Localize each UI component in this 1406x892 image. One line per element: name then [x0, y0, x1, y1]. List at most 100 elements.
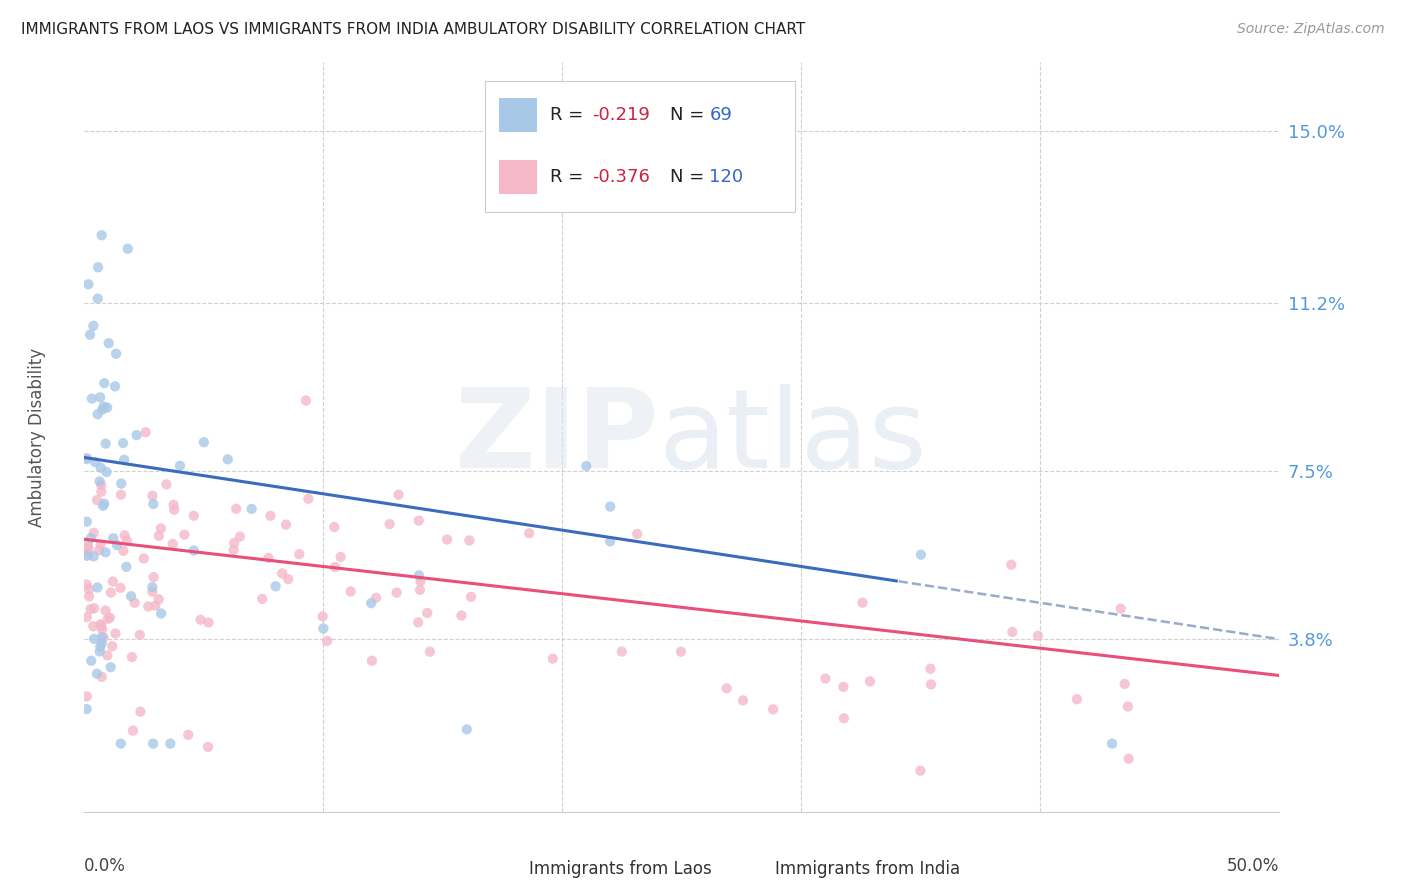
Point: [96, 465, 118, 479]
Point: [436, 533, 458, 547]
Point: [120, 589, 142, 603]
Point: [90, 484, 112, 499]
Point: [360, 596, 382, 610]
Point: [76, 702, 98, 716]
Point: [1001, 625, 1024, 640]
Point: [141, 489, 163, 503]
Point: [610, 644, 633, 658]
Point: [851, 596, 873, 610]
Text: Immigrants from Laos: Immigrants from Laos: [529, 861, 711, 879]
Point: [96, 401, 118, 415]
Point: [626, 527, 648, 541]
Point: [419, 645, 441, 659]
Point: [183, 543, 205, 558]
Point: [90, 637, 112, 651]
Point: [145, 599, 167, 613]
Point: [77, 277, 100, 292]
Point: [731, 693, 754, 707]
Point: [409, 574, 432, 589]
Point: [86, 581, 108, 595]
Point: [76, 450, 98, 465]
Point: [96, 648, 118, 663]
Point: [385, 585, 408, 599]
Point: [222, 542, 245, 557]
Point: [148, 529, 170, 543]
Point: [1114, 677, 1136, 691]
Point: [364, 591, 387, 605]
Point: [669, 645, 692, 659]
Point: [76, 610, 98, 624]
Point: [83, 632, 105, 646]
Point: [190, 613, 212, 627]
Point: [264, 579, 287, 593]
Point: [148, 592, 170, 607]
Point: [814, 672, 837, 686]
Point: [91, 623, 114, 637]
Point: [115, 533, 138, 548]
Point: [76, 541, 98, 555]
Text: 0.0%: 0.0%: [84, 857, 127, 875]
Point: [86, 493, 108, 508]
Point: [80, 654, 103, 668]
Point: [163, 502, 186, 516]
Point: [1101, 737, 1123, 751]
Point: [94, 603, 117, 617]
Point: [121, 650, 143, 665]
Point: [149, 521, 172, 535]
Point: [197, 739, 219, 754]
Point: [104, 379, 127, 393]
Point: [77, 582, 100, 597]
Bar: [499, 98, 537, 132]
Point: [274, 517, 297, 532]
Point: [716, 681, 738, 696]
Point: [77, 548, 100, 562]
Point: [110, 581, 132, 595]
Bar: [485, 856, 519, 882]
Point: [93, 376, 115, 391]
Text: -0.376: -0.376: [592, 168, 650, 186]
Point: [162, 537, 184, 551]
Point: [97, 336, 120, 351]
Point: [1116, 699, 1139, 714]
Point: [762, 702, 785, 716]
Point: [288, 547, 311, 561]
Point: [409, 582, 432, 597]
Point: [100, 585, 122, 599]
Point: [97, 612, 120, 626]
Point: [115, 559, 138, 574]
Point: [105, 538, 128, 552]
Point: [98, 610, 121, 624]
Point: [87, 260, 110, 275]
Point: [76, 690, 98, 704]
Point: [541, 651, 564, 665]
Point: [90, 228, 112, 243]
Point: [93, 400, 115, 414]
Point: [77, 590, 100, 604]
Point: [1026, 629, 1049, 643]
Text: N =: N =: [671, 168, 710, 186]
Point: [910, 548, 932, 562]
Point: [575, 458, 598, 473]
Text: 69: 69: [710, 106, 733, 124]
Point: [101, 639, 124, 653]
Point: [378, 517, 401, 532]
Point: [79, 602, 101, 616]
Text: Source: ZipAtlas.com: Source: ZipAtlas.com: [1237, 22, 1385, 37]
Point: [225, 501, 247, 516]
Point: [1066, 692, 1088, 706]
Point: [277, 572, 299, 586]
Point: [920, 662, 942, 676]
Point: [110, 737, 132, 751]
Point: [910, 764, 932, 778]
Point: [84, 455, 107, 469]
Point: [80, 531, 103, 545]
Text: atlas: atlas: [658, 384, 927, 491]
Point: [91, 499, 114, 513]
Point: [271, 566, 294, 581]
Point: [122, 723, 145, 738]
Point: [82, 318, 104, 333]
Point: [105, 347, 128, 361]
Point: [142, 570, 165, 584]
Text: -0.219: -0.219: [592, 106, 650, 124]
Text: 120: 120: [710, 168, 744, 186]
